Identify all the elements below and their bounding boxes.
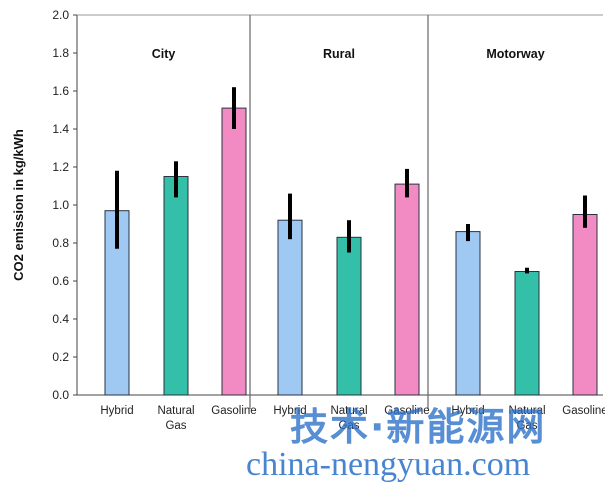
y-tick-label: 0.6 <box>52 274 69 288</box>
category-label: Hybrid <box>100 405 133 417</box>
bar-motorway-hybrid <box>455 231 481 396</box>
bar-rural-gasoline <box>394 183 420 396</box>
category-label: Gasoline <box>211 405 256 417</box>
category-label-line: Gas <box>338 420 359 432</box>
bar-rural-hybrid <box>277 219 303 396</box>
y-tick-label: 0.8 <box>52 236 69 250</box>
labels: 0.0 0.2 0.4 0.6 0.8 1.0 1.2 1.4 1.6 1.8 2.0 CO2 emi… <box>11 8 605 432</box>
category-label: Natural Gas <box>330 405 367 432</box>
bar-motorway-gasoline <box>572 214 598 396</box>
bar-city-natural-gas <box>163 176 189 396</box>
category-label-line: Hybrid <box>451 405 484 417</box>
watermark-url: china-nengyuan.com <box>246 446 531 483</box>
y-tick-label: 2.0 <box>52 8 69 22</box>
y-tick-label: 1.6 <box>52 84 69 98</box>
category-label: Gasoline <box>384 405 429 417</box>
category-label-line: Gas <box>165 420 186 432</box>
y-tick-label: 1.2 <box>52 160 69 174</box>
y-axis-title: CO2 emission in kg/kWh <box>11 129 26 281</box>
bar-city-gasoline <box>221 107 247 396</box>
category-label: Natural Gas <box>157 405 194 432</box>
category-label-line: Natural <box>157 405 194 417</box>
y-tick-label: 0.2 <box>52 350 69 364</box>
y-tick-label: 0.0 <box>52 388 69 402</box>
y-tick-label: 0.4 <box>52 312 69 326</box>
panel-title-rural: Rural <box>323 47 355 61</box>
category-label-line: Natural <box>508 405 545 417</box>
bar-city-hybrid <box>104 210 130 396</box>
bars <box>104 87 598 396</box>
bar-rural-natural-gas <box>336 236 362 396</box>
category-label-line: Gasoline <box>562 405 605 417</box>
y-tick-label: 1.4 <box>52 122 69 136</box>
category-label-line: Gasoline <box>211 405 256 417</box>
category-label-line: Hybrid <box>273 405 306 417</box>
y-tick-label: 1.8 <box>52 46 69 60</box>
category-label: Natural Gas <box>508 405 545 432</box>
category-label: Gasoline <box>562 405 605 417</box>
bar-motorway-natural-gas <box>514 271 540 396</box>
category-label: Hybrid <box>451 405 484 417</box>
y-tick-label: 1.0 <box>52 198 69 212</box>
category-label-line: Gas <box>516 420 537 432</box>
panel-title-city: City <box>152 47 176 61</box>
category-label-line: Hybrid <box>100 405 133 417</box>
category-label-line: Natural <box>330 405 367 417</box>
category-label: Hybrid <box>273 405 306 417</box>
watermark-chinese: 技术·新能源网 <box>290 405 547 449</box>
category-label-line: Gasoline <box>384 405 429 417</box>
panel-title-motorway: Motorway <box>486 47 544 61</box>
